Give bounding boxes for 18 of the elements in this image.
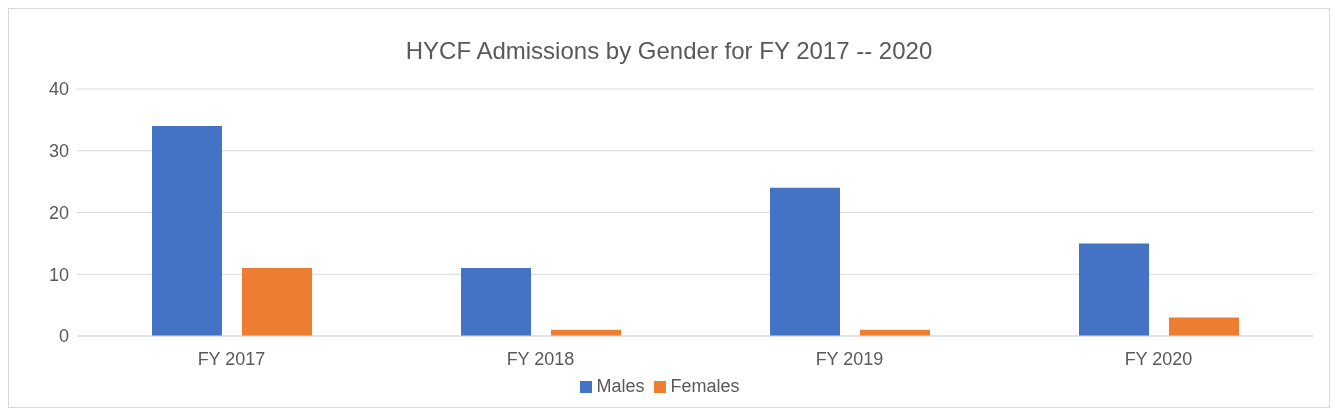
y-tick-label: 0 xyxy=(58,326,69,347)
y-tick-label: 30 xyxy=(48,141,69,162)
bar xyxy=(152,126,222,336)
legend-label: Males xyxy=(596,376,645,396)
y-tick-label: 40 xyxy=(48,79,69,100)
x-tick-label: FY 2020 xyxy=(1124,348,1193,369)
bar xyxy=(1079,243,1149,336)
legend-label: Females xyxy=(670,376,740,396)
x-tick-label: FY 2019 xyxy=(815,348,884,369)
bar xyxy=(461,268,531,336)
bar xyxy=(1169,317,1239,336)
y-tick-label: 20 xyxy=(48,202,69,223)
bar xyxy=(242,268,312,336)
y-tick-label: 10 xyxy=(48,264,69,285)
bar xyxy=(770,187,840,336)
chart-title: HYCF Admissions by Gender for FY 2017 -- 2020 xyxy=(404,36,934,66)
x-tick-label: FY 2017 xyxy=(197,348,266,369)
x-tick-label: FY 2018 xyxy=(506,348,575,369)
